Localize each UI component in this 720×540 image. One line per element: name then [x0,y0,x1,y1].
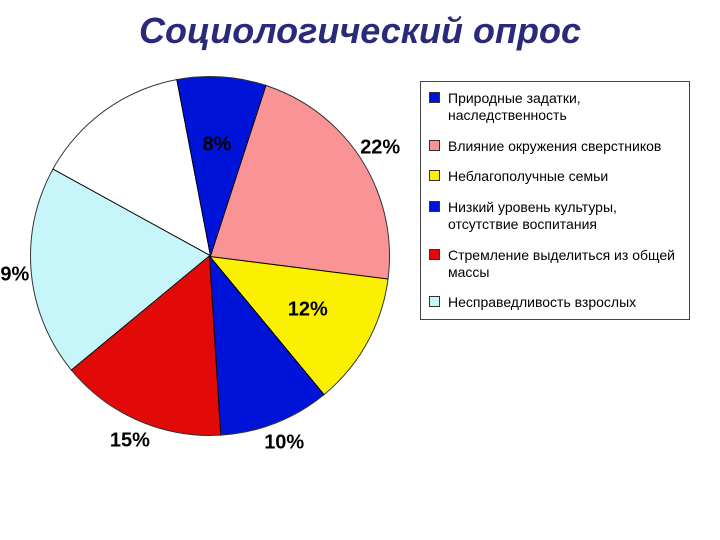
slice-label: 12% [288,298,328,321]
chart-area: 8%22%12%10%15%19% Природные задатки, нас… [0,56,720,536]
legend-swatch [429,140,440,151]
slice-label: 15% [110,430,150,453]
legend-box: Природные задатки, наследственность Влиян… [420,81,690,320]
legend-item: Природные задатки, наследственность [429,90,681,124]
legend-label: Низкий уровень культуры, отсутствие восп… [448,199,681,233]
legend-item: Несправедливость взрослых [429,294,681,311]
chart-title: Социологический опрос [0,0,720,56]
legend-label: Влияние окружения сверстников [448,138,661,155]
slice-label: 22% [360,136,400,159]
pie-chart: 8%22%12%10%15%19% [30,76,390,436]
legend-item: Влияние окружения сверстников [429,138,681,155]
legend-item: Стремление выделиться из общей массы [429,247,681,281]
legend-swatch [429,170,440,181]
legend-swatch [429,296,440,307]
legend-swatch [429,92,440,103]
slice-label: 19% [0,263,29,286]
legend-label: Несправедливость взрослых [448,294,636,311]
legend-item: Неблагополучные семьи [429,168,681,185]
slice-label: 8% [203,133,232,156]
legend-label: Природные задатки, наследственность [448,90,681,124]
legend-label: Стремление выделиться из общей массы [448,247,681,281]
legend-swatch [429,249,440,260]
legend-item: Низкий уровень культуры, отсутствие восп… [429,199,681,233]
legend-swatch [429,201,440,212]
legend-label: Неблагополучные семьи [448,168,608,185]
slice-label: 10% [264,432,304,455]
